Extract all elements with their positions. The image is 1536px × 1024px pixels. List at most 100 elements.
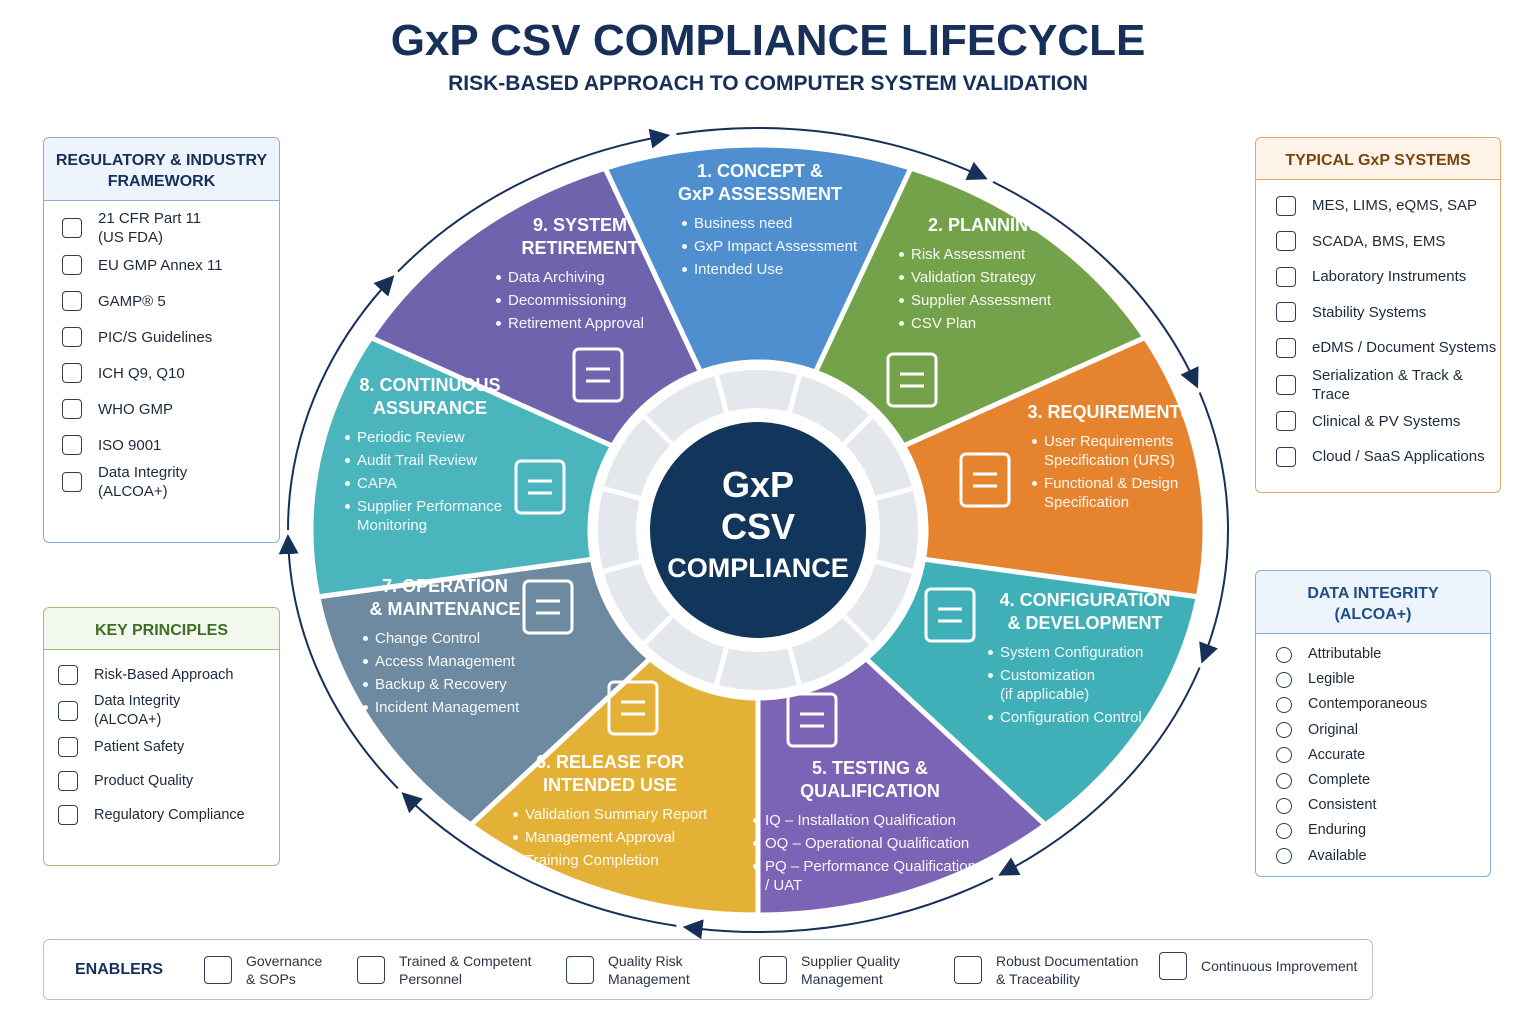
enabler-icon xyxy=(357,956,385,984)
enabler-text: Supplier Quality Management xyxy=(801,953,900,987)
panel-item: 21 CFR Part 11 (US FDA) xyxy=(98,210,202,246)
panel-icon xyxy=(1276,848,1292,865)
panel-icon xyxy=(58,665,78,685)
panel-icon xyxy=(1276,446,1296,467)
phase-item: GxP Impact Assessment xyxy=(680,237,880,256)
enabler-text: Quality Risk Management xyxy=(608,953,690,987)
cycle-arrow xyxy=(992,180,1199,389)
panel-row: Patient Safety xyxy=(58,730,279,764)
ring-divider xyxy=(873,485,916,502)
phase-wedge xyxy=(602,142,914,375)
phase-icon xyxy=(924,587,976,643)
panel-row: Regulatory Compliance xyxy=(58,798,279,832)
panel-icon xyxy=(1276,722,1292,739)
panel-row: Cloud / SaaS Applications xyxy=(1276,439,1500,475)
phase-wedge xyxy=(900,335,1208,600)
panel-icon xyxy=(58,771,78,791)
panel-item: SCADA, BMS, EMS xyxy=(1312,232,1446,250)
panel-item: Regulatory Compliance xyxy=(94,806,245,823)
panel-item: WHO GMP xyxy=(98,400,173,418)
panel-title: DATA INTEGRITY (ALCOA+) xyxy=(1256,571,1490,634)
panel-row: Enduring xyxy=(1276,818,1490,843)
phase-item: Validation Strategy xyxy=(897,268,1085,287)
panel-icon xyxy=(62,291,82,311)
enabler-icon xyxy=(759,956,787,984)
panel-row: Clinical & PV Systems xyxy=(1276,404,1500,440)
center-line: COMPLIANCE xyxy=(667,553,849,583)
panel-row: ICH Q9, Q10 xyxy=(62,355,279,391)
panel-item: Stability Systems xyxy=(1312,303,1427,321)
panel-row: Data Integrity (ALCOA+) xyxy=(62,463,279,501)
ring-divider xyxy=(873,558,916,575)
panel-icon xyxy=(1276,337,1296,358)
center-line: GxP xyxy=(721,464,795,505)
panel-item: GAMP® 5 xyxy=(98,292,166,310)
phase-item: OQ – Operational Qualification xyxy=(751,834,995,853)
panel-row: Data Integrity (ALCOA+) xyxy=(58,692,279,730)
panel-item: Laboratory Instruments xyxy=(1312,268,1467,286)
phase-text: 6. RELEASE FOR INTENDED USE Validation Su… xyxy=(495,751,725,874)
panel-item: Consistent xyxy=(1308,797,1377,814)
phase-wedge xyxy=(863,556,1201,828)
panel-icon xyxy=(1276,696,1292,713)
panel-row: PIC/S Guidelines xyxy=(62,319,279,355)
center-core xyxy=(650,422,866,638)
ring-divider xyxy=(641,613,675,647)
phase-item: Management Approval xyxy=(511,828,725,847)
enabler-text: Continuous Improvement xyxy=(1201,958,1358,974)
phase-wedge xyxy=(468,656,761,918)
panel-item: eDMS / Document Systems xyxy=(1312,339,1497,357)
phase-wedge xyxy=(755,656,1048,918)
panel-icon xyxy=(1276,302,1296,323)
panel-row: Original xyxy=(1276,718,1490,743)
phase-item: Retirement Approval xyxy=(494,314,680,333)
panel-item: Data Integrity (ALCOA+) xyxy=(94,693,181,728)
phase-item: Configuration Control xyxy=(986,708,1190,727)
panel-item: Contemporaneous xyxy=(1308,696,1428,713)
phase-item: Access Management xyxy=(361,652,545,671)
phase-title: 3. REQUIREMENTS xyxy=(1027,402,1193,422)
panel-icon xyxy=(1276,374,1296,395)
phase-text: 2. PLANNING Risk Assessment Validation Str… xyxy=(885,214,1085,337)
phase-item: Data Archiving xyxy=(494,268,680,287)
phase-item: Functional & Design Specification xyxy=(1030,474,1200,512)
panel-item: EU GMP Annex 11 xyxy=(98,256,223,274)
panel-icon xyxy=(1276,747,1292,764)
panel-list: Risk-Based Approach Data Integrity (ALCOA… xyxy=(44,650,279,832)
panel-row: Complete xyxy=(1276,768,1490,793)
panel-item: Original xyxy=(1308,721,1358,738)
panel-item: Available xyxy=(1308,847,1367,864)
panel-icon xyxy=(58,737,78,757)
phase-text: 4. CONFIGURATION & DEVELOPMENT System Con… xyxy=(980,589,1190,731)
panel-row: Attributable xyxy=(1276,642,1490,667)
panel-icon xyxy=(1276,231,1296,252)
phase-text: 5. TESTING & QUALIFICATION IQ – Installat… xyxy=(745,757,995,899)
phase-item: CSV Plan xyxy=(897,314,1085,333)
panel-item: Product Quality xyxy=(94,772,194,789)
enabler-icon xyxy=(204,956,232,984)
title: GxP CSV COMPLIANCE LIFECYCLE xyxy=(390,16,1146,65)
phase-item: Change Control xyxy=(361,629,545,648)
phase-item: PQ – Performance Qualification / UAT xyxy=(751,857,995,895)
center-label: GxP CSV COMPLIANCE xyxy=(658,464,858,588)
phase-item: Periodic Review xyxy=(343,428,525,447)
phase-item: Audit Trail Review xyxy=(343,451,525,470)
panel-row: Product Quality xyxy=(58,764,279,798)
phase-text: 3. REQUIREMENTS User Requirements Specifi… xyxy=(1020,401,1200,516)
ring-divider xyxy=(841,613,875,647)
phase-wedge xyxy=(308,335,616,600)
panel-row: WHO GMP xyxy=(62,391,279,427)
panel-title: TYPICAL GxP SYSTEMS xyxy=(1256,138,1500,180)
side-panel: TYPICAL GxP SYSTEMS MES, LIMS, eQMS, SAP S… xyxy=(1255,137,1501,493)
panel-item: ICH Q9, Q10 xyxy=(98,364,185,382)
phase-icon xyxy=(607,680,659,736)
panel-icon xyxy=(62,218,82,238)
phase-title: 9. SYSTEM RETIREMENT xyxy=(521,215,639,258)
side-panel: REGULATORY & INDUSTRY FRAMEWORK 21 CFR Pa… xyxy=(43,137,280,543)
enabler-text: Trained & Competent Personnel xyxy=(399,953,532,987)
enabler: Supplier Quality Management xyxy=(759,952,900,988)
phase-item: User Requirements Specification (URS) xyxy=(1030,432,1200,470)
phase-item: System Configuration xyxy=(986,643,1190,662)
